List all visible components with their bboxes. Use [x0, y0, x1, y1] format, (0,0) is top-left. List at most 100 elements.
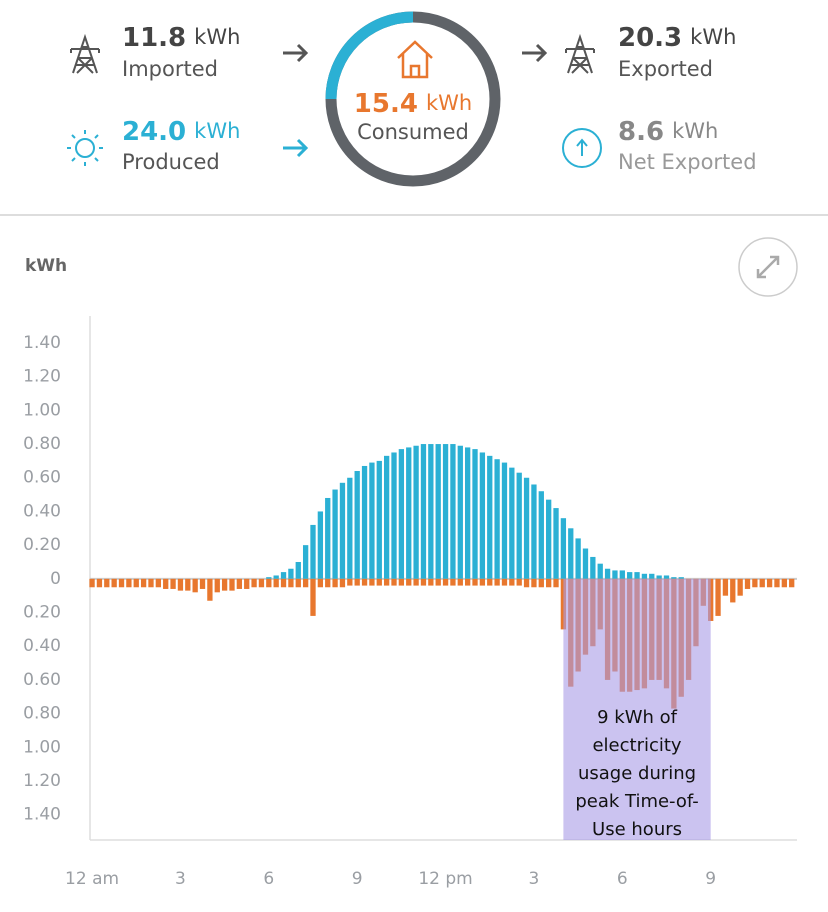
bar — [354, 471, 360, 579]
y-tick-label: 0.80 — [23, 434, 61, 454]
bar — [361, 578, 368, 586]
bar — [288, 578, 294, 588]
bar — [465, 578, 471, 586]
bar — [155, 578, 161, 588]
net-exported-value: 8.6 kWh — [618, 117, 718, 147]
bar — [354, 578, 360, 586]
bar — [663, 575, 670, 579]
bar — [199, 578, 206, 589]
header — [67, 11, 602, 187]
bar — [766, 578, 773, 588]
bar — [604, 568, 611, 579]
bar — [266, 577, 272, 579]
bar — [582, 548, 589, 579]
bar — [553, 578, 559, 588]
y-tick-label: 1.20 — [23, 367, 61, 387]
bar — [280, 578, 287, 588]
x-tick-label: 9 — [352, 869, 363, 889]
y-tick-label: 0.40 — [23, 636, 61, 656]
bar — [391, 578, 397, 586]
expand-icon[interactable] — [756, 255, 780, 279]
bar — [302, 578, 309, 588]
bar — [229, 578, 235, 591]
bar — [781, 578, 787, 588]
bar — [332, 489, 338, 579]
bar — [221, 578, 228, 591]
bar — [325, 497, 331, 579]
y-tick-label: 0.20 — [23, 535, 61, 555]
produced-value: 24.0 kWh — [122, 117, 240, 147]
bar — [339, 578, 346, 588]
x-tick-label: 9 — [705, 869, 716, 889]
bar — [575, 538, 581, 579]
bar — [148, 578, 154, 588]
bar — [420, 444, 427, 579]
consumed-value: 15.4 kWh — [354, 89, 472, 119]
exported-label: Exported — [618, 57, 713, 81]
bar — [317, 511, 324, 579]
bar — [479, 578, 486, 586]
bar — [678, 577, 684, 579]
bar — [450, 444, 456, 579]
bar — [649, 573, 655, 579]
bar — [465, 447, 471, 579]
imported-label: Imported — [122, 57, 218, 81]
bar — [457, 578, 463, 586]
annotation-line: electricity — [592, 735, 681, 756]
bar — [207, 578, 213, 601]
annotation-line: 9 kWh of — [597, 707, 678, 728]
y-tick-label: 0.60 — [23, 468, 61, 488]
x-tick-label: 3 — [175, 869, 186, 889]
consumed-label: Consumed — [357, 120, 469, 144]
bar — [428, 578, 434, 586]
bar — [126, 578, 132, 588]
bar — [185, 578, 191, 591]
bar — [361, 465, 368, 579]
y-tick-label: 1.00 — [23, 400, 61, 420]
bar — [310, 578, 316, 616]
bar — [494, 578, 500, 586]
bar — [523, 477, 530, 579]
bar — [759, 578, 765, 588]
x-tick-label: 6 — [617, 869, 628, 889]
bar — [597, 563, 603, 579]
bar — [376, 578, 382, 586]
y-axis-label: kWh — [25, 256, 67, 276]
bar — [523, 578, 530, 588]
bar — [435, 444, 441, 579]
y-tick-label: 1.20 — [23, 771, 61, 791]
house-icon — [397, 40, 433, 79]
bar — [369, 462, 375, 579]
bar — [538, 578, 544, 588]
bar — [111, 578, 117, 588]
net-export-icon — [562, 128, 602, 168]
bar — [730, 578, 736, 603]
bar — [295, 561, 301, 579]
y-tick-label: 0 — [50, 569, 61, 589]
bar — [118, 578, 125, 588]
expand-button[interactable] — [738, 237, 798, 297]
bar — [406, 447, 412, 579]
bar — [546, 578, 552, 588]
bar — [531, 484, 537, 579]
bar — [450, 578, 456, 586]
arrow — [283, 138, 309, 158]
bar — [383, 578, 390, 586]
bar — [325, 578, 331, 588]
bar — [383, 455, 390, 579]
bar — [347, 477, 353, 579]
unit: kWh — [690, 25, 736, 49]
bar — [568, 528, 574, 579]
bar — [538, 491, 544, 579]
x-tick-label: 12 pm — [418, 869, 472, 889]
exported-value: 20.3 kWh — [618, 23, 736, 53]
value: 15.4 — [354, 89, 418, 119]
value: 8.6 — [618, 117, 664, 147]
bar — [133, 578, 139, 588]
bar — [413, 445, 419, 579]
bar — [214, 578, 220, 593]
bar — [420, 578, 427, 586]
unit: kWh — [194, 119, 240, 143]
bar — [722, 578, 729, 596]
